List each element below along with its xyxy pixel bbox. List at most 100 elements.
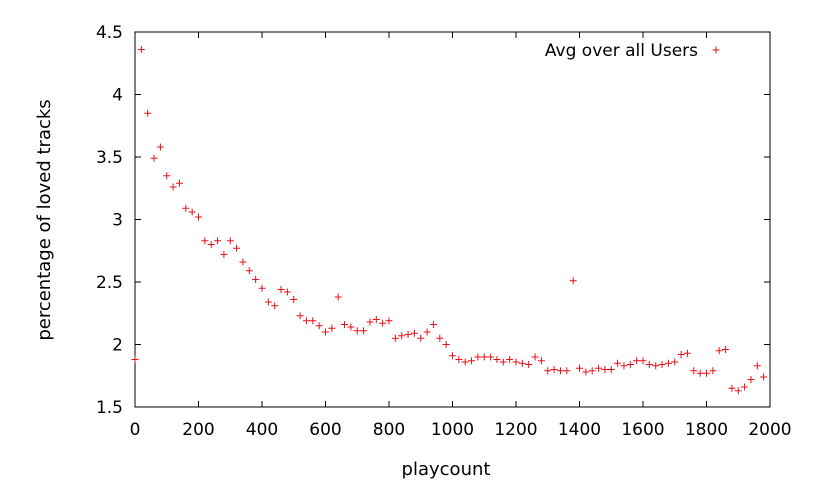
y-tick-label: 2 xyxy=(112,336,123,356)
data-point xyxy=(474,353,482,361)
data-point xyxy=(556,367,564,375)
plot-frame xyxy=(134,31,771,408)
data-point xyxy=(245,267,253,275)
data-points-layer xyxy=(131,46,768,395)
data-point xyxy=(468,357,476,365)
data-point xyxy=(671,358,679,366)
data-point xyxy=(506,356,514,363)
data-point xyxy=(258,284,266,292)
data-point xyxy=(188,208,196,216)
data-point xyxy=(309,317,317,325)
data-point xyxy=(214,237,222,245)
data-point xyxy=(207,241,215,248)
data-point xyxy=(525,361,533,368)
x-tick-label: 200 xyxy=(182,420,214,440)
data-point xyxy=(442,341,450,348)
data-point xyxy=(239,258,247,266)
data-point xyxy=(366,318,374,326)
data-point xyxy=(658,361,666,368)
axes-layer xyxy=(134,31,771,408)
x-tick-label: 1200 xyxy=(494,420,537,440)
y-tick-label: 3.5 xyxy=(96,148,123,168)
data-point xyxy=(569,277,577,285)
data-point xyxy=(296,312,304,320)
data-point xyxy=(683,349,691,357)
legend-label: Avg over all Users xyxy=(545,41,698,61)
data-point xyxy=(722,346,730,353)
data-point xyxy=(277,286,285,293)
data-point xyxy=(398,332,406,340)
data-point xyxy=(518,359,526,367)
data-point xyxy=(620,362,628,370)
data-point xyxy=(334,293,342,301)
data-point xyxy=(264,298,272,306)
data-point xyxy=(480,353,488,361)
data-point xyxy=(531,353,539,361)
data-point xyxy=(455,356,463,363)
data-point xyxy=(322,328,329,336)
x-tick-label: 0 xyxy=(130,420,141,440)
y-axis-label: percentage of loved tracks xyxy=(34,99,55,340)
y-tick-label: 1.5 xyxy=(96,398,123,418)
data-point xyxy=(753,362,761,370)
data-point xyxy=(709,367,717,375)
data-point xyxy=(537,357,545,365)
x-tick-label: 1600 xyxy=(621,420,664,440)
data-point xyxy=(302,317,310,325)
x-tick-label: 600 xyxy=(309,420,341,440)
data-point xyxy=(588,367,596,375)
data-point xyxy=(131,356,139,363)
y-tick-label: 4.5 xyxy=(96,23,123,43)
data-point xyxy=(741,383,749,391)
data-point xyxy=(283,288,291,296)
data-point xyxy=(233,244,241,252)
data-point xyxy=(582,368,590,376)
data-point xyxy=(652,362,660,370)
data-point xyxy=(633,357,641,365)
data-point xyxy=(563,367,571,375)
data-point xyxy=(734,387,742,395)
data-point xyxy=(696,369,704,377)
data-point xyxy=(760,373,768,381)
data-point xyxy=(429,321,437,328)
data-point xyxy=(423,328,431,336)
data-point xyxy=(576,364,583,372)
data-point xyxy=(595,364,603,372)
legend-marker-plus xyxy=(712,46,720,54)
data-point xyxy=(499,358,507,366)
data-point xyxy=(315,322,323,330)
data-point xyxy=(226,237,234,245)
data-point xyxy=(690,367,698,375)
data-point xyxy=(271,302,279,310)
data-point xyxy=(328,324,336,332)
data-point xyxy=(550,366,558,373)
data-point xyxy=(614,359,622,367)
x-tick-label: 1000 xyxy=(431,420,474,440)
data-point xyxy=(703,369,710,377)
data-point xyxy=(449,352,456,360)
data-point xyxy=(645,361,653,368)
x-tick-label: 1400 xyxy=(558,420,601,440)
data-point xyxy=(715,347,723,355)
data-point xyxy=(379,319,387,327)
data-point xyxy=(360,327,368,335)
x-tick-label: 2000 xyxy=(748,420,791,440)
data-point xyxy=(417,334,425,342)
data-point xyxy=(607,366,615,373)
data-point xyxy=(169,183,177,191)
data-point xyxy=(512,358,520,366)
data-point xyxy=(150,154,158,162)
data-point xyxy=(410,329,418,337)
data-point xyxy=(626,361,634,368)
data-point xyxy=(677,351,685,358)
data-point xyxy=(601,366,609,373)
data-point xyxy=(341,321,349,328)
data-point xyxy=(544,367,552,375)
data-point xyxy=(201,237,209,245)
data-point xyxy=(487,353,495,361)
data-point xyxy=(252,276,260,283)
data-point xyxy=(461,358,469,366)
legend: Avg over all Users xyxy=(545,41,720,61)
x-axis-label: playcount xyxy=(402,459,491,480)
